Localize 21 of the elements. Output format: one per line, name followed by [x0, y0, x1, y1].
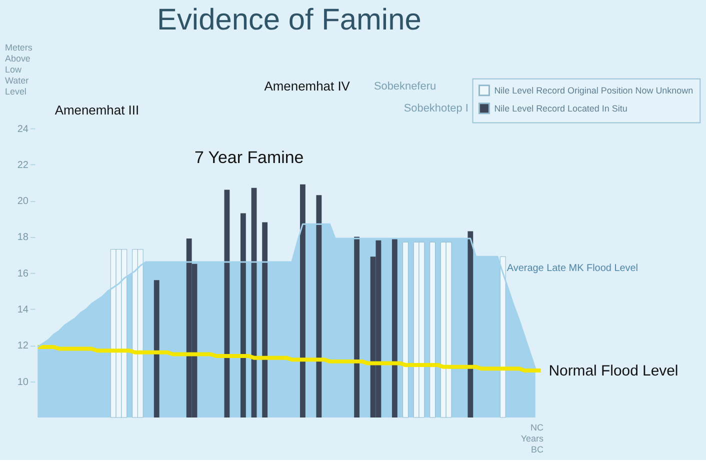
- legend-label: Nile Level Record Located In Situ: [494, 103, 628, 114]
- text: Amenemhat III: [54, 102, 140, 118]
- text: Sobekneferu: [374, 80, 436, 92]
- y-axis-title: Meters Above Low Water Level: [4, 42, 33, 96]
- series-label: Normal Flood Level: [548, 362, 678, 380]
- y-tick-label: 24: [17, 124, 29, 135]
- y-tick-label: 16: [17, 268, 29, 280]
- chart-title: Evidence of Famine: [157, 4, 422, 37]
- text: Amenemhat IV: [264, 78, 350, 94]
- y-tick-label: 10: [17, 376, 29, 388]
- y-tick-label: 18: [17, 232, 29, 244]
- y-tick-label: 22: [17, 160, 29, 171]
- y-tick-label: 20: [17, 196, 29, 208]
- y-tick-label: 14: [17, 304, 29, 316]
- line-series: [36, 344, 543, 372]
- legend-label: Nile Level Record Original Position Now Unknown: [494, 85, 694, 96]
- annotation: 7 Year Famine: [194, 148, 304, 168]
- y-tick-label: 12: [17, 340, 29, 352]
- text: Sobekhotep I: [404, 102, 468, 114]
- series-label: Average Late MK Flood Level: [506, 262, 638, 274]
- x-axis-title: NC Years BC: [520, 422, 544, 454]
